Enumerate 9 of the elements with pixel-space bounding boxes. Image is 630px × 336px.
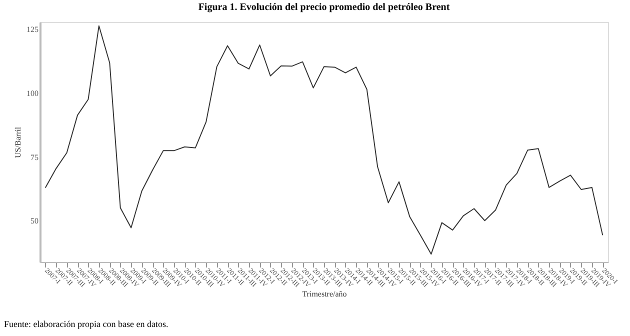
chart-title: Figura 1. Evolución del precio promedio del petróleo Brent <box>198 2 450 13</box>
x-axis-title: Trimestre/año <box>302 289 347 298</box>
y-axis-title: US/Barril <box>14 126 22 158</box>
y-tick-label: 125 <box>26 25 38 34</box>
line-series <box>44 25 604 255</box>
y-tick-label: 100 <box>26 88 38 98</box>
y-tick-label: 75 <box>30 152 38 162</box>
source-note: Fuente: elaboración propia con base en datos. <box>4 319 168 329</box>
y-tick-label: 50 <box>30 216 38 226</box>
